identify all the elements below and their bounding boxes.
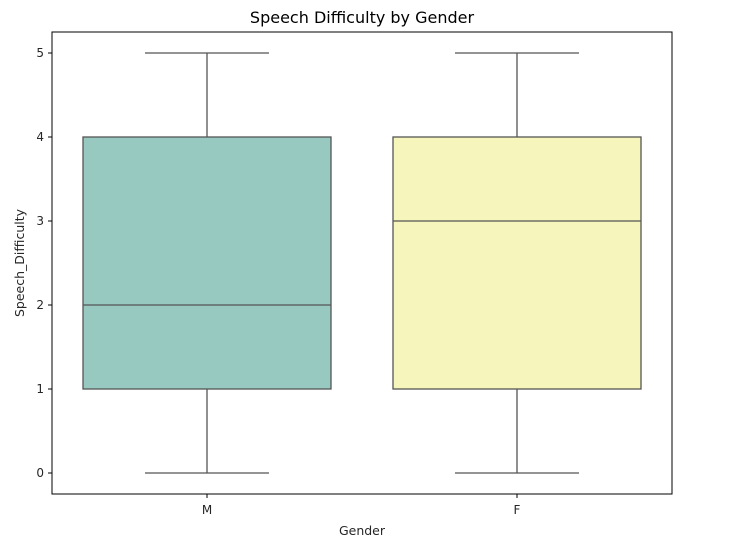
x-tick-label: F — [514, 503, 521, 517]
y-tick-label: 4 — [36, 130, 44, 144]
y-axis-label: Speech_Difficulty — [12, 208, 27, 317]
plot-frame — [51, 31, 673, 495]
y-tick-label: 2 — [36, 298, 44, 312]
chart-title: Speech Difficulty by Gender — [250, 8, 475, 27]
plot-area — [82, 52, 642, 474]
iqr-box — [392, 136, 642, 390]
box-M — [82, 52, 332, 474]
y-axis: 0 1 2 3 4 5 — [36, 46, 52, 480]
iqr-box — [82, 136, 332, 390]
y-tick-label: 5 — [36, 46, 44, 60]
x-tick-label: M — [202, 503, 212, 517]
x-axis-label: Gender — [339, 523, 386, 538]
y-tick-label: 3 — [36, 214, 44, 228]
y-tick-label: 1 — [36, 382, 44, 396]
y-tick-label: 0 — [36, 466, 44, 480]
box-F — [392, 52, 642, 474]
